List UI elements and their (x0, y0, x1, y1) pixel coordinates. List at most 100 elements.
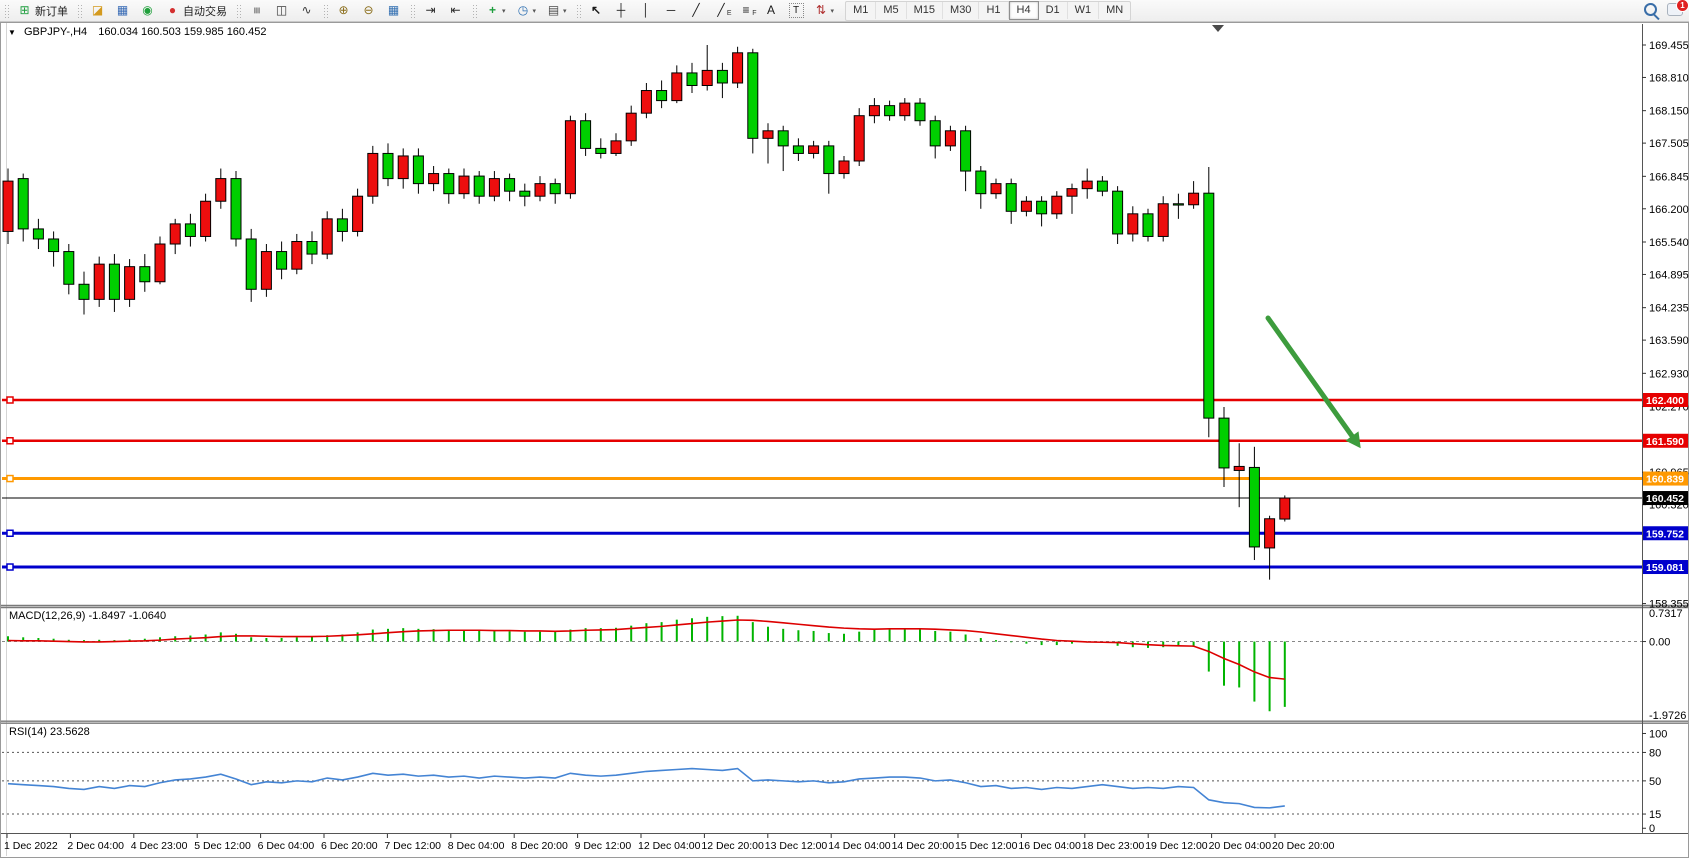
line-anchor[interactable] (6, 474, 14, 483)
timeframe-button-d1[interactable]: D1 (1039, 2, 1068, 19)
timeframe-button-m5[interactable]: M5 (876, 2, 907, 19)
time-axis-label: 5 Dec 12:00 (194, 840, 251, 852)
candle-bull (1051, 195, 1063, 215)
line-anchor[interactable] (6, 563, 14, 571)
candle-bear (747, 52, 759, 139)
svg-text:0: 0 (1649, 823, 1655, 835)
timeframe-button-m1[interactable]: M1 (846, 2, 877, 19)
candle-bull (2, 180, 14, 232)
candle-bull (291, 240, 303, 270)
tile-icon: ▦ (387, 3, 400, 17)
candle-bull (1279, 497, 1291, 520)
toolbar-grip[interactable] (77, 3, 82, 18)
toolbar-grip[interactable] (472, 3, 477, 18)
timeframe-button-h1[interactable]: H1 (979, 2, 1009, 19)
vertical-line-button[interactable]: │ (635, 1, 658, 21)
line-chart-button[interactable]: ∿ (295, 1, 318, 21)
candle-bull (93, 263, 105, 300)
chevron-down-icon[interactable]: ▾ (830, 7, 835, 15)
toolbar-grip[interactable] (575, 3, 581, 18)
indicators-button[interactable]: + ▾ (481, 1, 510, 21)
candle-bull (124, 266, 136, 300)
search-button[interactable] (1644, 2, 1657, 19)
candle-bear (48, 238, 60, 253)
candle-bear (139, 266, 151, 283)
zoom-in-button[interactable]: ⊕ (332, 1, 355, 21)
candle-bear (549, 183, 561, 195)
clock-icon: ◷ (517, 3, 529, 17)
toolbar-grip[interactable] (4, 3, 9, 18)
toolbar-grip[interactable] (410, 3, 415, 18)
time-axis-label: 8 Dec 20:00 (511, 840, 568, 852)
tile-windows-button[interactable]: ▦ (382, 1, 405, 21)
chevron-down-icon[interactable]: ▾ (502, 7, 506, 15)
svg-text:159.081: 159.081 (1646, 562, 1684, 574)
new-order-button[interactable]: ⊞ 新订单 (13, 1, 72, 21)
line-anchor[interactable] (6, 529, 14, 537)
chevron-down-icon[interactable]: ▾ (532, 7, 537, 15)
candlestick-button[interactable]: ◫ (270, 1, 293, 21)
chevron-down-icon[interactable]: ▾ (563, 7, 567, 15)
candle-bull (868, 105, 880, 117)
trend-arrow[interactable] (1265, 315, 1355, 439)
candle-bull (215, 178, 227, 202)
candle-bull (625, 112, 637, 142)
timeframe-button-w1[interactable]: W1 (1068, 2, 1100, 19)
time-axis-label: 15 Dec 12:00 (955, 840, 1018, 852)
hline-icon: ─ (666, 3, 676, 17)
fibonacci-button[interactable]: ≡ F (735, 1, 758, 21)
zoom-out-button[interactable]: ⊖ (357, 1, 380, 21)
candle-bull (1066, 188, 1078, 197)
timeframe-button-m30[interactable]: M30 (943, 2, 980, 19)
collapse-icon[interactable] (8, 28, 16, 37)
chart-shift-marker (1212, 25, 1224, 32)
svg-text:162.930: 162.930 (1649, 368, 1689, 380)
autotrade-icon: ● (168, 3, 177, 17)
periods-button[interactable]: ◷ ▾ (512, 1, 541, 21)
new-order-button-label: 新订单 (35, 5, 68, 18)
chart-canvas[interactable]: 169.455 168.810 168.150 167.505 166.845 166.2… (0, 22, 1689, 858)
time-axis-label: 19 Dec 12:00 (1145, 840, 1208, 852)
svg-text:168.150: 168.150 (1649, 106, 1689, 118)
templates-button[interactable]: ▤ ▾ (542, 1, 571, 21)
toolbar-grip[interactable] (236, 3, 241, 18)
timeframe-button-m15[interactable]: M15 (907, 2, 944, 19)
chart-shift-button[interactable]: ⇤ (444, 1, 467, 21)
candle-bear (1172, 203, 1184, 206)
autotrade-button[interactable]: ● 自动交易 (161, 1, 231, 21)
new-chart-button[interactable]: ▦ (111, 1, 134, 21)
candle-bear (914, 102, 926, 122)
bar-chart-button[interactable]: ≡ (245, 1, 268, 21)
text-button[interactable]: A (760, 1, 783, 21)
notifications-button[interactable]: 1 (1667, 0, 1689, 19)
equidistant-channel-button[interactable]: ╱ E (710, 1, 733, 21)
candle-bear (595, 147, 607, 154)
svg-text:162.400: 162.400 (1646, 395, 1684, 407)
cursor-button[interactable]: ↖ (585, 1, 608, 21)
arrows-button[interactable]: ⇅ ▾ (810, 1, 839, 21)
time-axis-label: 2 Dec 04:00 (67, 840, 124, 852)
horizontal-line-button[interactable]: ─ (660, 1, 683, 21)
toolbar-grip[interactable] (323, 3, 328, 18)
line-anchor[interactable] (6, 437, 14, 445)
trendline-button[interactable]: ╱ (685, 1, 708, 21)
history-center-button[interactable]: ◪ (86, 1, 109, 21)
trendline-icon: ╱ (692, 3, 700, 17)
candle-bear (960, 130, 972, 172)
timeframe-button-mn[interactable]: MN (1106, 4, 1124, 16)
svg-text:165.540: 165.540 (1649, 237, 1689, 249)
trend-arrow-head (1345, 431, 1361, 449)
svg-text:167.505: 167.505 (1649, 138, 1689, 150)
time-axis-label: 13 Dec 12:00 (765, 840, 828, 852)
text-label-button[interactable]: T (785, 1, 808, 21)
main-toolbar: ⊞ 新订单 ◪ ▦ ◉ ● 自动交易 ≡ ◫ ∿ ⊕ ⊖ ▦ ⇥ ⇤ + ▾ ◷ ▾ ▤ ▾ ↖ ┼ │ ─ ╱ ╱ E ≡ F A T ⇅ ▾ M… (0, 0, 1689, 22)
candle-bull (367, 152, 379, 197)
timeframe-button-h4[interactable]: H4 (1008, 1, 1039, 20)
toolbar-right: 1 (1644, 0, 1689, 19)
signals-button[interactable]: ◉ (136, 1, 159, 21)
line-anchor[interactable] (6, 396, 14, 404)
auto-scroll-button[interactable]: ⇥ (419, 1, 442, 21)
svg-text:169.455: 169.455 (1649, 40, 1689, 52)
toolbar-group: + ▾ ◷ ▾ ▤ ▾ (468, 1, 572, 21)
crosshair-button[interactable]: ┼ (610, 1, 633, 21)
